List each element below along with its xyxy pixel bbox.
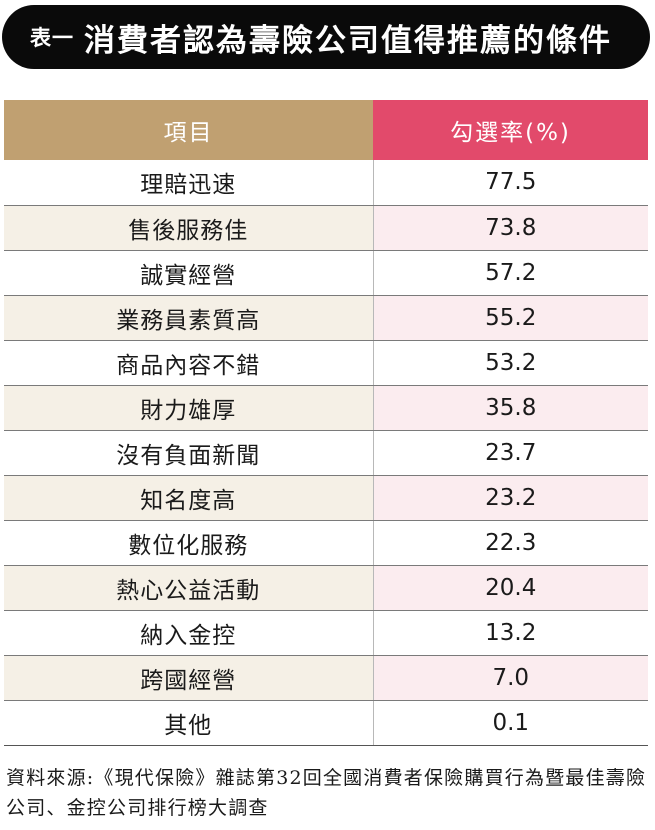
- source-note: 資料來源:《現代保險》雜誌第32回全國消費者保險購買行為暨最佳壽險公司、金控公司…: [6, 767, 647, 819]
- row-item-label: 誠實經營: [4, 250, 374, 296]
- row-rate-value: 77.5: [373, 160, 648, 206]
- table-row: 其他 0.1: [4, 700, 648, 746]
- table-row: 業務員素質高 55.2: [4, 295, 648, 341]
- row-rate-value: 7.0: [373, 655, 648, 701]
- row-rate-value: 23.2: [373, 475, 648, 521]
- table-row: 沒有負面新聞 23.7: [4, 430, 648, 476]
- row-item-label: 納入金控: [4, 610, 374, 656]
- row-rate-value: 20.4: [373, 565, 648, 611]
- table-title: 消費者認為壽險公司值得推薦的條件: [84, 22, 612, 59]
- row-item-label: 數位化服務: [4, 520, 374, 566]
- row-item-label: 售後服務佳: [4, 205, 374, 251]
- row-rate-value: 13.2: [373, 610, 648, 656]
- table-row: 售後服務佳 73.8: [4, 205, 648, 251]
- row-item-label: 財力雄厚: [4, 385, 374, 431]
- row-item-label: 知名度高: [4, 475, 374, 521]
- row-item-label: 其他: [4, 700, 374, 746]
- column-header-rate: 勾選率(%): [373, 100, 648, 160]
- title-bar: 表一 消費者認為壽險公司值得推薦的條件: [2, 5, 650, 69]
- row-rate-value: 22.3: [373, 520, 648, 566]
- table-row: 知名度高 23.2: [4, 475, 648, 521]
- row-item-label: 熱心公益活動: [4, 565, 374, 611]
- row-rate-value: 57.2: [373, 250, 648, 296]
- table-row: 財力雄厚 35.8: [4, 385, 648, 431]
- table-row: 理賠迅速 77.5: [4, 160, 648, 206]
- row-item-label: 沒有負面新聞: [4, 430, 374, 476]
- row-rate-value: 23.7: [373, 430, 648, 476]
- data-table: 項目 勾選率(%) 理賠迅速 77.5 售後服務佳 73.8 誠實經營 57.2 業務員素質…: [4, 100, 648, 746]
- row-item-label: 理賠迅速: [4, 160, 374, 206]
- row-rate-value: 53.2: [373, 340, 648, 386]
- row-item-label: 業務員素質高: [4, 295, 374, 341]
- table-row: 商品內容不錯 53.2: [4, 340, 648, 386]
- table-row: 跨國經營 7.0: [4, 655, 648, 701]
- table-row: 數位化服務 22.3: [4, 520, 648, 566]
- table-header-row: 項目 勾選率(%): [4, 100, 648, 160]
- table-row: 納入金控 13.2: [4, 610, 648, 656]
- row-rate-value: 73.8: [373, 205, 648, 251]
- table-number: 表一: [30, 26, 74, 50]
- row-rate-value: 55.2: [373, 295, 648, 341]
- table-row: 熱心公益活動 20.4: [4, 565, 648, 611]
- column-header-item: 項目: [4, 100, 373, 160]
- row-rate-value: 0.1: [373, 700, 648, 746]
- row-rate-value: 35.8: [373, 385, 648, 431]
- row-item-label: 商品內容不錯: [4, 340, 374, 386]
- table-body: 理賠迅速 77.5 售後服務佳 73.8 誠實經營 57.2 業務員素質高 55.2 商品內容不…: [4, 160, 648, 746]
- table-row: 誠實經營 57.2: [4, 250, 648, 296]
- row-item-label: 跨國經營: [4, 655, 374, 701]
